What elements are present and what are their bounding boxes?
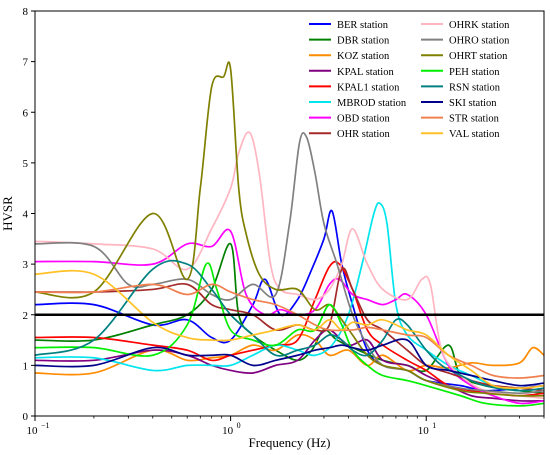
- x-tick-label-0: 10: [27, 425, 39, 437]
- series-line-7: [34, 267, 545, 392]
- series-layer: [34, 61, 545, 407]
- series-line-10: [34, 61, 545, 397]
- series-line-4: [34, 260, 545, 397]
- legend-label-5: MBROD station: [337, 98, 407, 109]
- y-tick-label-3: 3: [23, 259, 29, 271]
- series-line-11: [34, 262, 545, 407]
- y-tick-label-5: 5: [23, 158, 29, 170]
- series-line-13: [34, 338, 545, 387]
- x-axis-label: Frequency (Hz): [249, 435, 331, 450]
- x-tick-exponent-2: 1: [432, 421, 436, 430]
- x-tick-exponent-1: 0: [237, 421, 241, 430]
- series-line-8: [34, 131, 545, 400]
- y-tick-label-6: 6: [23, 107, 29, 119]
- legend-label-11: PEH station: [449, 67, 500, 78]
- y-tick-label-1: 1: [23, 360, 29, 372]
- legend-label-7: OHR station: [337, 129, 391, 140]
- y-axis-label: HVSR: [0, 196, 15, 231]
- series-line-2: [34, 333, 545, 376]
- y-tick-label-4: 4: [23, 209, 29, 221]
- y-tick-label-7: 7: [23, 57, 29, 69]
- x-tick-label-1: 10: [222, 425, 234, 437]
- y-tick-label-0: 0: [23, 411, 29, 423]
- legend-label-13: SKI station: [449, 98, 497, 109]
- x-tick-label-2: 10: [418, 425, 430, 437]
- legend-label-0: BER station: [337, 20, 389, 31]
- legend-label-12: RSN station: [449, 82, 501, 93]
- legend-label-10: OHRT station: [449, 51, 508, 62]
- series-line-1: [34, 243, 545, 395]
- legend-label-8: OHRK station: [449, 20, 510, 31]
- legend-label-2: KOZ station: [337, 51, 390, 62]
- series-line-6: [34, 228, 545, 405]
- legend-label-3: KPAL station: [337, 67, 394, 78]
- x-tick-exponent-0: −1: [41, 421, 50, 430]
- legend: BER station DBR station KOZ station KPAL st…: [309, 20, 510, 140]
- series-line-15: [34, 269, 545, 390]
- legend-label-14: STR station: [449, 114, 500, 125]
- series-line-12: [34, 259, 545, 392]
- legend-label-1: DBR station: [337, 36, 390, 47]
- y-tick-label-2: 2: [23, 310, 29, 322]
- y-tick-label-8: 8: [23, 6, 29, 18]
- legend-label-4: KPAL1 station: [337, 82, 400, 93]
- legend-label-6: OBD station: [337, 114, 391, 125]
- series-line-14: [34, 283, 545, 379]
- legend-label-15: VAL station: [449, 129, 500, 140]
- legend-label-9: OHRO station: [449, 36, 510, 47]
